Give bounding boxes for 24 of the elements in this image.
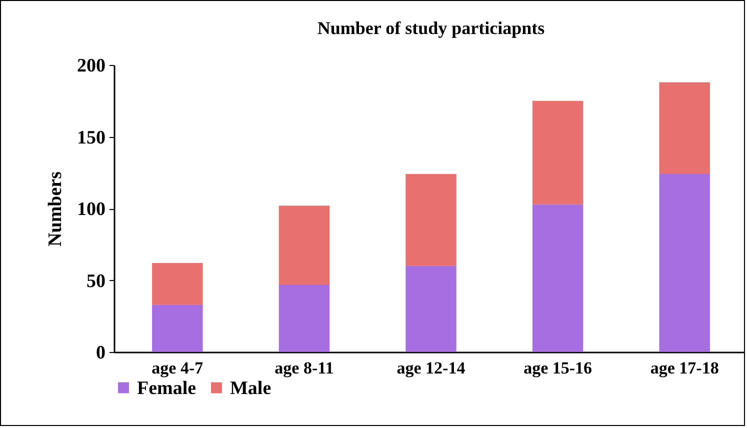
x-tick-label: age 12-14 <box>396 358 466 378</box>
legend-label: Male <box>230 378 272 399</box>
bar <box>406 266 456 352</box>
bar <box>278 284 330 352</box>
y-tick-label: 100 <box>77 199 106 220</box>
bar <box>406 174 456 266</box>
x-tick-label: age 4-7 <box>152 358 204 378</box>
y-tick-label: 0 <box>96 342 106 364</box>
x-tick-label: age 15-16 <box>524 358 592 378</box>
x-tick-label: age 8-11 <box>274 358 334 378</box>
bar <box>532 100 584 204</box>
bar <box>659 82 710 174</box>
y-tick-label: 150 <box>77 127 106 148</box>
y-axis-title: Numbers <box>45 172 66 246</box>
legend-label: Female <box>137 378 196 399</box>
y-tick-label: 50 <box>86 270 106 292</box>
bar <box>152 304 203 352</box>
bar <box>532 204 584 352</box>
bar <box>152 263 203 305</box>
bar <box>659 174 710 352</box>
y-tick-label: 200 <box>77 56 106 76</box>
x-tick-label: age 17-18 <box>650 358 719 378</box>
chart-title: Number of study particiapnts <box>317 18 545 38</box>
bar <box>278 206 330 285</box>
